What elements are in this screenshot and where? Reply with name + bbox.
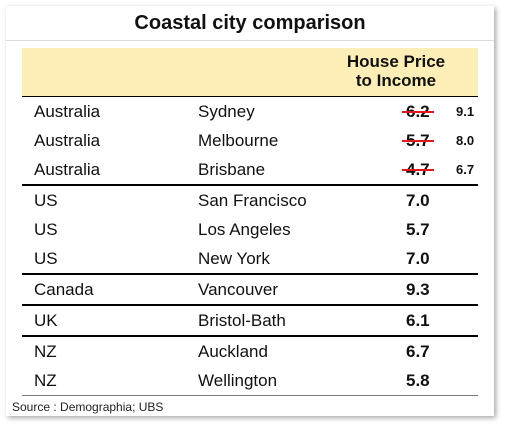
strikethrough-mark bbox=[402, 140, 434, 142]
city-cell: New York bbox=[198, 249, 270, 268]
country-cell: US bbox=[34, 191, 58, 210]
city-cell: Brisbane bbox=[198, 160, 266, 179]
city-cell: Vancouver bbox=[198, 280, 279, 299]
table-row: NZ Auckland 6.7 bbox=[22, 337, 478, 366]
table-row: US New York 7.0 bbox=[22, 244, 478, 273]
table-row: US Los Angeles 5.7 bbox=[22, 215, 478, 244]
city-cell: Bristol-Bath bbox=[198, 311, 286, 330]
figure-title: Coastal city comparison bbox=[6, 6, 494, 41]
house-price-to-income-header: House Price to Income bbox=[336, 52, 456, 90]
value-cell: 5.7 bbox=[406, 220, 430, 239]
table-row: UK Bristol-Bath 6.1 bbox=[22, 306, 478, 335]
table-row: Australia Melbourne 5.7 8.0 bbox=[22, 126, 478, 155]
country-cell: Australia bbox=[34, 131, 101, 150]
table-row: NZ Wellington 5.8 bbox=[22, 366, 478, 395]
new-value-cell: 8.0 bbox=[456, 133, 475, 148]
group-uk: UK Bristol-Bath 6.1 bbox=[22, 304, 478, 335]
city-cell: Melbourne bbox=[198, 131, 279, 150]
country-cell: NZ bbox=[34, 371, 57, 390]
comparison-table: House Price to Income Australia Sydney 6… bbox=[22, 48, 478, 396]
city-cell: Auckland bbox=[198, 342, 268, 361]
country-cell: NZ bbox=[34, 342, 57, 361]
group-nz: NZ Auckland 6.7 NZ Wellington 5.8 bbox=[22, 335, 478, 396]
table-row: Australia Brisbane 4.7 6.7 bbox=[22, 155, 478, 184]
figure-panel: Coastal city comparison House Price to I… bbox=[6, 6, 494, 416]
country-cell: US bbox=[34, 249, 58, 268]
country-cell: Australia bbox=[34, 102, 101, 121]
group-us: US San Francisco 7.0 US Los Angeles 5.7 … bbox=[22, 184, 478, 273]
value-cell: 7.0 bbox=[406, 191, 430, 210]
new-value-cell: 9.1 bbox=[456, 104, 475, 119]
country-cell: US bbox=[34, 220, 58, 239]
city-cell: San Francisco bbox=[198, 191, 307, 210]
value-cell: 7.0 bbox=[406, 249, 430, 268]
strikethrough-mark bbox=[402, 111, 434, 113]
table-row: Australia Sydney 6.2 9.1 bbox=[22, 97, 478, 126]
strikethrough-mark bbox=[402, 169, 434, 171]
value-cell: 6.1 bbox=[406, 311, 430, 330]
city-cell: Sydney bbox=[198, 102, 255, 121]
group-canada: Canada Vancouver 9.3 bbox=[22, 273, 478, 304]
value-cell: 9.3 bbox=[406, 280, 430, 299]
old-value-cell: 5.7 bbox=[402, 126, 434, 155]
country-cell: Australia bbox=[34, 160, 101, 179]
city-cell: Wellington bbox=[198, 371, 278, 390]
table-header: House Price to Income bbox=[22, 48, 478, 97]
value-cell: 5.8 bbox=[406, 371, 430, 390]
country-cell: Canada bbox=[34, 280, 94, 299]
new-value-cell: 6.7 bbox=[456, 162, 475, 177]
city-cell: Los Angeles bbox=[198, 220, 291, 239]
table-row: US San Francisco 7.0 bbox=[22, 186, 478, 215]
source-note: Source : Demographia; UBS bbox=[12, 400, 164, 414]
old-value-cell: 4.7 bbox=[402, 155, 434, 184]
value-cell: 6.7 bbox=[406, 342, 430, 361]
group-australia: Australia Sydney 6.2 9.1 Australia Melbo… bbox=[22, 97, 478, 184]
old-value-cell: 6.2 bbox=[402, 97, 434, 126]
country-cell: UK bbox=[34, 311, 58, 330]
header-line-2: to Income bbox=[355, 71, 437, 90]
table-row: Canada Vancouver 9.3 bbox=[22, 275, 478, 304]
header-line-1: House Price bbox=[346, 52, 446, 71]
